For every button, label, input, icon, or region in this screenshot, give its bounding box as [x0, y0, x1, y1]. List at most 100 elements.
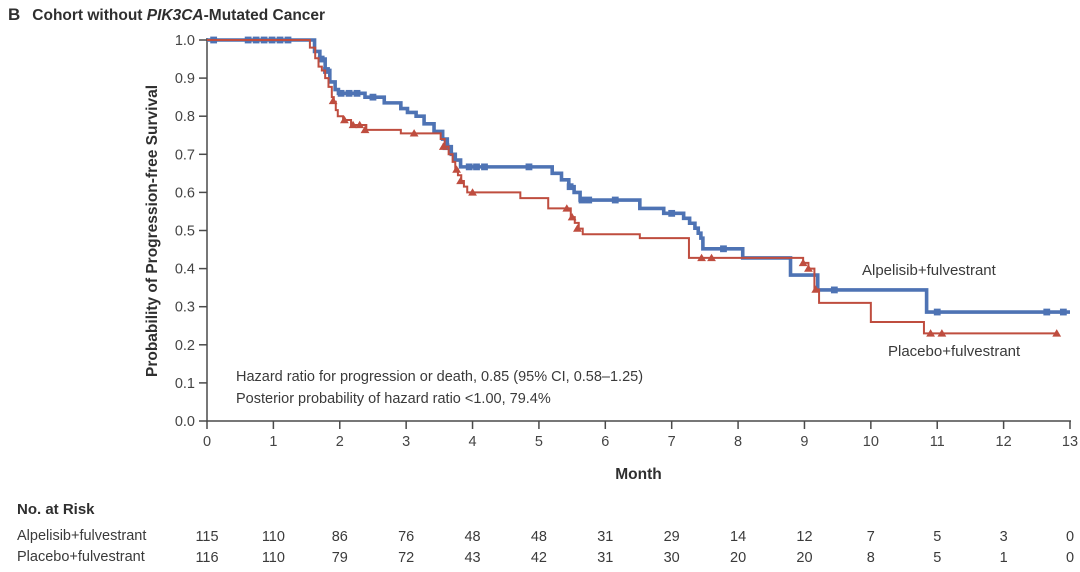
censor-mark-triangle [452, 165, 462, 173]
series-label-alpelisib: Alpelisib+fulvestrant [862, 262, 996, 279]
at-risk-header: No. at Risk [17, 501, 95, 518]
at-risk-value: 116 [195, 550, 218, 566]
censor-mark-square [481, 163, 488, 171]
panel-label: B [8, 5, 21, 24]
title-suffix: -Mutated Cancer [203, 7, 326, 24]
at-risk-value: 31 [597, 550, 613, 566]
censor-mark-square [566, 183, 574, 191]
censor-mark-square [585, 196, 593, 204]
censor-mark-square [830, 286, 838, 294]
censor-mark-triangle [409, 129, 419, 137]
x-tick-label: 12 [996, 434, 1012, 450]
censor-mark-triangle [562, 204, 572, 212]
censor-mark-triangle [707, 253, 716, 262]
at-risk-value: 30 [664, 550, 680, 566]
censor-mark-triangle [697, 253, 706, 262]
at-risk-value: 31 [597, 529, 613, 545]
at-risk-value: 79 [332, 550, 348, 566]
at-risk-value: 115 [195, 529, 218, 545]
at-risk-row-label-alpelisib: Alpelisib+fulvestrant [17, 528, 147, 544]
x-axis-title: Month [615, 466, 662, 483]
at-risk-value: 20 [730, 550, 746, 566]
censor-mark-square [1059, 308, 1067, 316]
at-risk-value: 72 [398, 550, 414, 566]
x-tick-label: 2 [336, 434, 344, 450]
at-risk-value: 76 [398, 529, 414, 545]
at-risk-value: 5 [933, 529, 941, 545]
placebo-curve [207, 39, 1057, 335]
censor-mark-triangle [811, 285, 821, 293]
x-tick-label: 3 [402, 434, 410, 450]
posterior-probability-annotation: Posterior probability of hazard ratio <1… [236, 391, 551, 407]
censor-mark-square [337, 89, 345, 97]
censor-mark-square [668, 209, 676, 217]
at-risk-value: 43 [464, 550, 480, 566]
at-risk-value: 110 [262, 529, 285, 545]
at-risk-value: 20 [796, 550, 812, 566]
at-risk-value: 86 [332, 529, 348, 545]
y-axis-title: Probability of Progression-free Survival [144, 85, 161, 377]
x-tick-label: 9 [800, 434, 808, 450]
x-tick-label: 0 [203, 434, 211, 450]
at-risk-value: 7 [867, 529, 875, 545]
at-risk-value: 0 [1066, 529, 1074, 545]
at-risk-value: 5 [933, 550, 941, 566]
at-risk-value: 110 [262, 550, 285, 566]
x-tick-label: 13 [1062, 434, 1078, 450]
at-risk-value: 29 [664, 529, 680, 545]
at-risk-value: 0 [1066, 550, 1074, 566]
y-tick-label: 0.5 [175, 224, 195, 240]
y-tick-label: 0.4 [175, 262, 195, 278]
y-tick-label: 0.9 [175, 71, 195, 87]
at-risk-row-label-placebo: Placebo+fulvestrant [17, 549, 145, 565]
series-label-placebo: Placebo+fulvestrant [888, 343, 1021, 360]
figure-title: B Cohort without PIK3CA-Mutated Cancer [8, 5, 325, 25]
censor-mark-square [465, 163, 473, 171]
x-tick-label: 1 [269, 434, 277, 450]
y-tick-label: 0.2 [175, 338, 195, 354]
censor-mark-square [525, 163, 533, 171]
censor-mark-square [323, 67, 330, 74]
at-risk-value: 48 [531, 529, 547, 545]
title-gene-italic: PIK3CA [146, 7, 204, 24]
censor-mark-triangle [348, 120, 358, 129]
censor-mark-square [345, 89, 353, 97]
censor-mark-square [933, 308, 941, 316]
at-risk-value: 3 [1000, 529, 1008, 545]
at-risk-value: 1 [1000, 550, 1008, 566]
censor-mark-square [611, 196, 619, 204]
x-tick-label: 10 [863, 434, 879, 450]
y-tick-label: 0.7 [175, 147, 195, 163]
y-tick-label: 0.0 [175, 414, 195, 430]
at-risk-value: 8 [867, 550, 875, 566]
hazard-ratio-annotation: Hazard ratio for progression or death, 0… [236, 369, 644, 385]
censor-mark-triangle [456, 176, 465, 185]
x-tick-label: 6 [601, 434, 609, 450]
censor-mark-triangle [328, 96, 338, 105]
censor-mark-triangle [355, 120, 365, 129]
y-tick-label: 0.1 [175, 376, 195, 392]
x-tick-label: 11 [930, 434, 945, 450]
y-tick-label: 0.6 [175, 185, 195, 201]
censor-mark-triangle [798, 258, 808, 267]
censor-mark-square [1043, 308, 1051, 316]
censor-mark-triangle [438, 142, 448, 150]
censor-mark-triangle [1052, 329, 1062, 337]
x-tick-label: 7 [668, 434, 676, 450]
y-tick-label: 0.3 [175, 300, 195, 316]
at-risk-value: 14 [730, 529, 746, 545]
censor-mark-square [473, 163, 480, 171]
censor-mark-triangle [804, 264, 813, 272]
censor-mark-square [369, 93, 377, 101]
censor-mark-square [353, 89, 361, 97]
censor-mark-triangle [360, 125, 370, 134]
y-tick-label: 0.8 [175, 109, 195, 125]
at-risk-value: 48 [464, 529, 480, 545]
censor-mark-triangle [468, 188, 477, 196]
at-risk-value: 42 [531, 550, 547, 566]
title-text: Cohort without PIK3CA-Mutated Cancer [32, 7, 325, 25]
y-tick-label: 1.0 [175, 33, 195, 49]
censor-mark-triangle [926, 329, 935, 337]
censor-mark-triangle [567, 212, 577, 221]
